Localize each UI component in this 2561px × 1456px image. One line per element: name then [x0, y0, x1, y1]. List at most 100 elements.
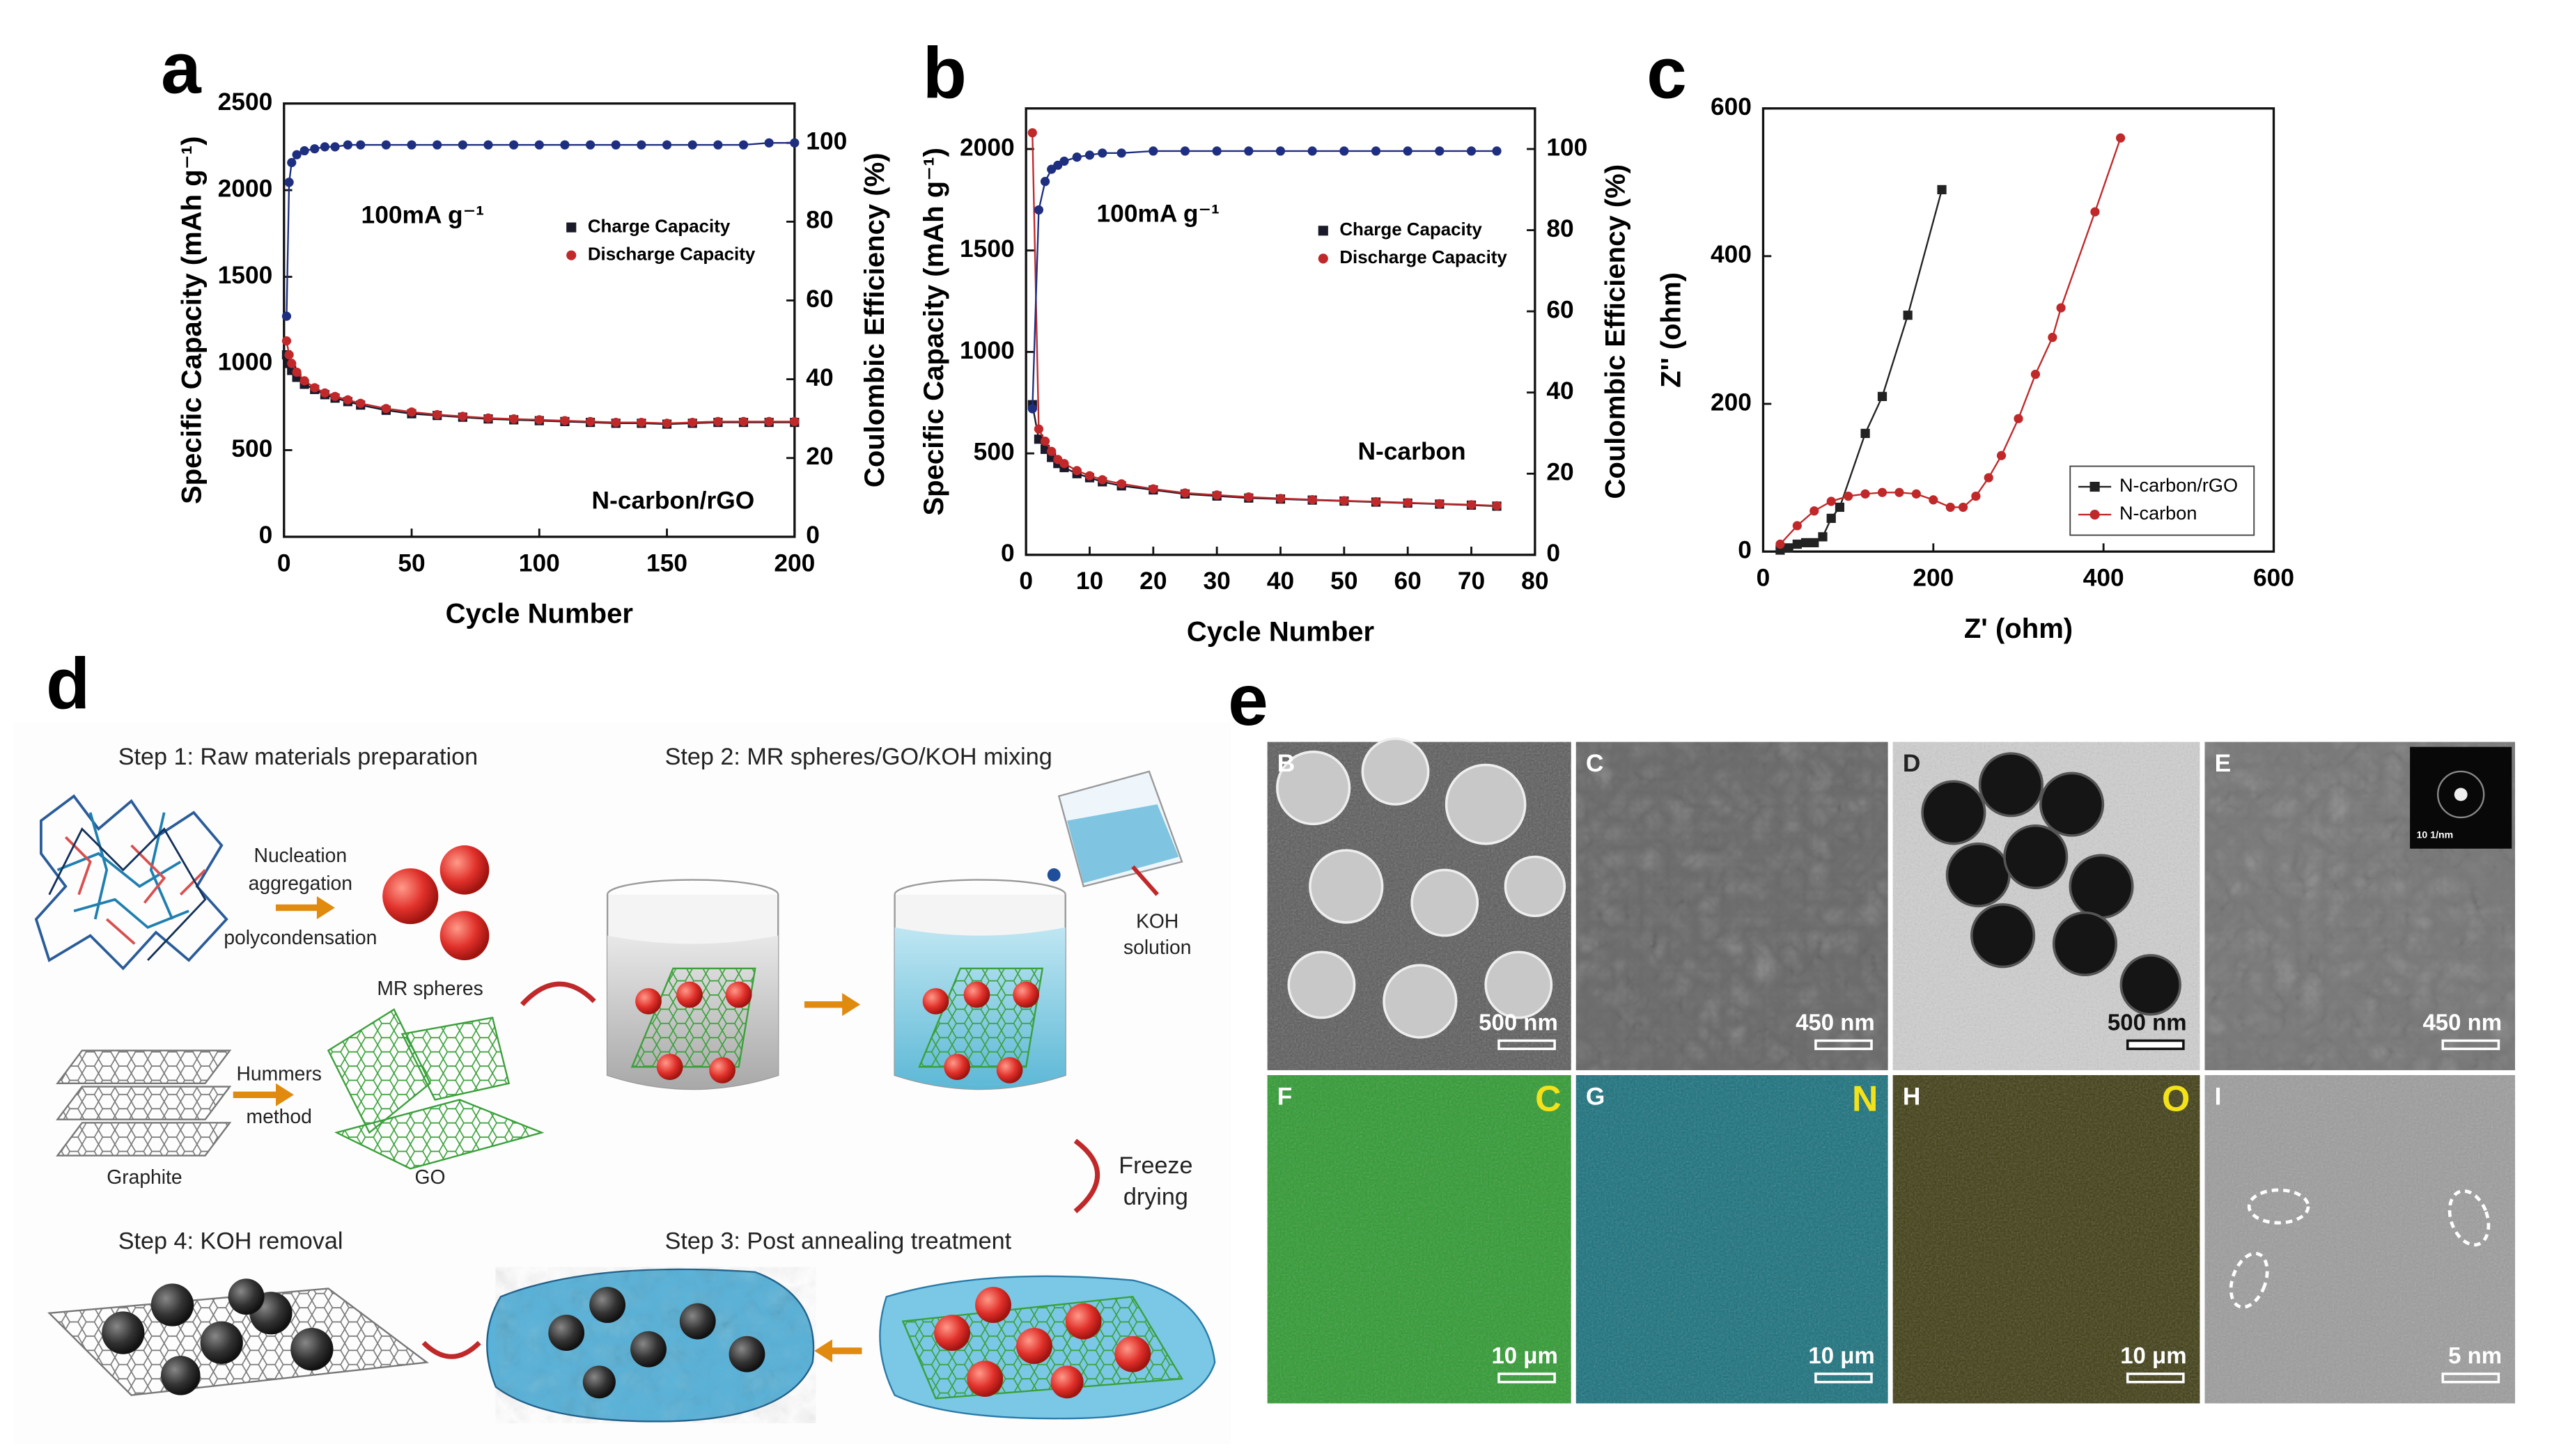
marker	[2090, 207, 2100, 217]
marker	[662, 140, 672, 150]
marker	[2116, 133, 2126, 143]
particle	[2052, 911, 2118, 977]
tile-label: G	[1586, 1083, 1605, 1110]
annotation: 100mA g⁻¹	[1097, 200, 1220, 227]
y2-tick-label: 0	[1546, 540, 1560, 567]
marker	[1244, 146, 1254, 156]
diagram-label: Hummers	[236, 1062, 321, 1084]
marker	[320, 388, 330, 398]
x-tick-label: 60	[1394, 567, 1422, 595]
marker	[1307, 494, 1317, 505]
tile-label: B	[1277, 750, 1295, 777]
diagram-label: Graphite	[107, 1166, 182, 1188]
y-axis-label: Specific Capacity (mAh g⁻¹)	[919, 148, 949, 516]
marker	[687, 140, 697, 150]
y2-tick-label: 60	[806, 285, 833, 313]
marker	[433, 409, 442, 420]
marker	[790, 138, 800, 148]
curved-arrow	[421, 1340, 481, 1359]
marker	[764, 138, 774, 148]
scale-bar	[2126, 1372, 2185, 1384]
legend-marker	[566, 250, 577, 260]
particle	[1383, 964, 1458, 1039]
particle	[2003, 824, 2069, 890]
scale-bar-label: 5 nm	[2448, 1343, 2502, 1368]
legend-label: N-carbon/rGO	[2119, 474, 2238, 496]
marker	[407, 407, 417, 417]
marker	[1059, 459, 1069, 469]
legend-marker	[1318, 226, 1328, 236]
diagram-label: method	[247, 1105, 312, 1127]
marker	[509, 414, 519, 424]
marker	[1800, 538, 1811, 547]
diagram-label: GO	[415, 1166, 446, 1188]
marker	[1339, 496, 1349, 506]
polymer-network	[34, 794, 228, 971]
micrograph: B 500 nm	[1267, 737, 1571, 1070]
particle	[1410, 868, 1479, 937]
marker	[1180, 488, 1190, 498]
x-axis-label: Cycle Number	[1187, 617, 1374, 648]
y-tick-label: 0	[259, 522, 273, 549]
marker	[2056, 303, 2066, 313]
marker	[1492, 501, 1502, 510]
carbonized-composite	[486, 1267, 816, 1423]
marker	[1835, 502, 1845, 512]
marker	[330, 142, 340, 152]
marker	[1371, 146, 1381, 156]
marker	[1937, 185, 1947, 194]
y-tick-label: 0	[1001, 540, 1015, 567]
marker	[1435, 499, 1445, 508]
y-tick-label: 400	[1711, 241, 1752, 268]
marker	[1275, 494, 1286, 503]
diagram-label: solution	[1123, 936, 1191, 958]
marker	[1084, 471, 1095, 480]
y2-tick-label: 80	[806, 207, 833, 234]
particle	[2069, 854, 2134, 919]
marker	[1984, 473, 1993, 483]
marker	[343, 140, 352, 150]
scale-bar	[2441, 1372, 2500, 1384]
marker	[560, 140, 570, 150]
diagram-label: MR spheres	[377, 977, 483, 999]
marker	[1403, 498, 1412, 508]
scale-bar-label: 10 μm	[2120, 1343, 2186, 1368]
marker	[356, 140, 366, 150]
marker	[1040, 437, 1050, 446]
panel-label: a	[161, 28, 202, 109]
diagram-label: Freeze	[1119, 1152, 1192, 1179]
micrograph-panel: B 500 nm C 450 nm D 500 nm 10 1/nm E 450 nm F C 10 …	[1267, 737, 2516, 1404]
marker	[1040, 177, 1050, 187]
marker	[1894, 487, 1904, 497]
marker	[284, 350, 294, 360]
marker	[611, 140, 621, 150]
marker	[1403, 146, 1412, 156]
marker	[483, 140, 493, 150]
marker	[356, 398, 366, 408]
marker	[1371, 496, 1381, 507]
panel-label: d	[46, 643, 90, 723]
particle	[2039, 772, 2105, 837]
marker	[687, 418, 697, 428]
marker	[1844, 491, 1853, 501]
element-label: N	[1852, 1078, 1878, 1118]
marker	[284, 178, 294, 187]
marker	[281, 311, 292, 321]
pointer	[1131, 865, 1159, 896]
tile-label: C	[1586, 750, 1604, 777]
marker	[1034, 205, 1044, 215]
marker	[1307, 146, 1317, 156]
x-tick-label: 0	[1757, 565, 1770, 592]
particle	[2119, 954, 2181, 1016]
marker	[738, 416, 749, 426]
particle	[1309, 849, 1384, 924]
marker	[310, 383, 320, 393]
micrograph: D 500 nm	[1892, 742, 2200, 1070]
marker	[1466, 146, 1477, 156]
marker	[1435, 146, 1445, 156]
marker	[299, 146, 309, 156]
tile-label: F	[1277, 1083, 1293, 1110]
legend-marker	[566, 222, 577, 233]
y2-tick-label: 100	[806, 128, 847, 155]
marker	[458, 412, 467, 421]
